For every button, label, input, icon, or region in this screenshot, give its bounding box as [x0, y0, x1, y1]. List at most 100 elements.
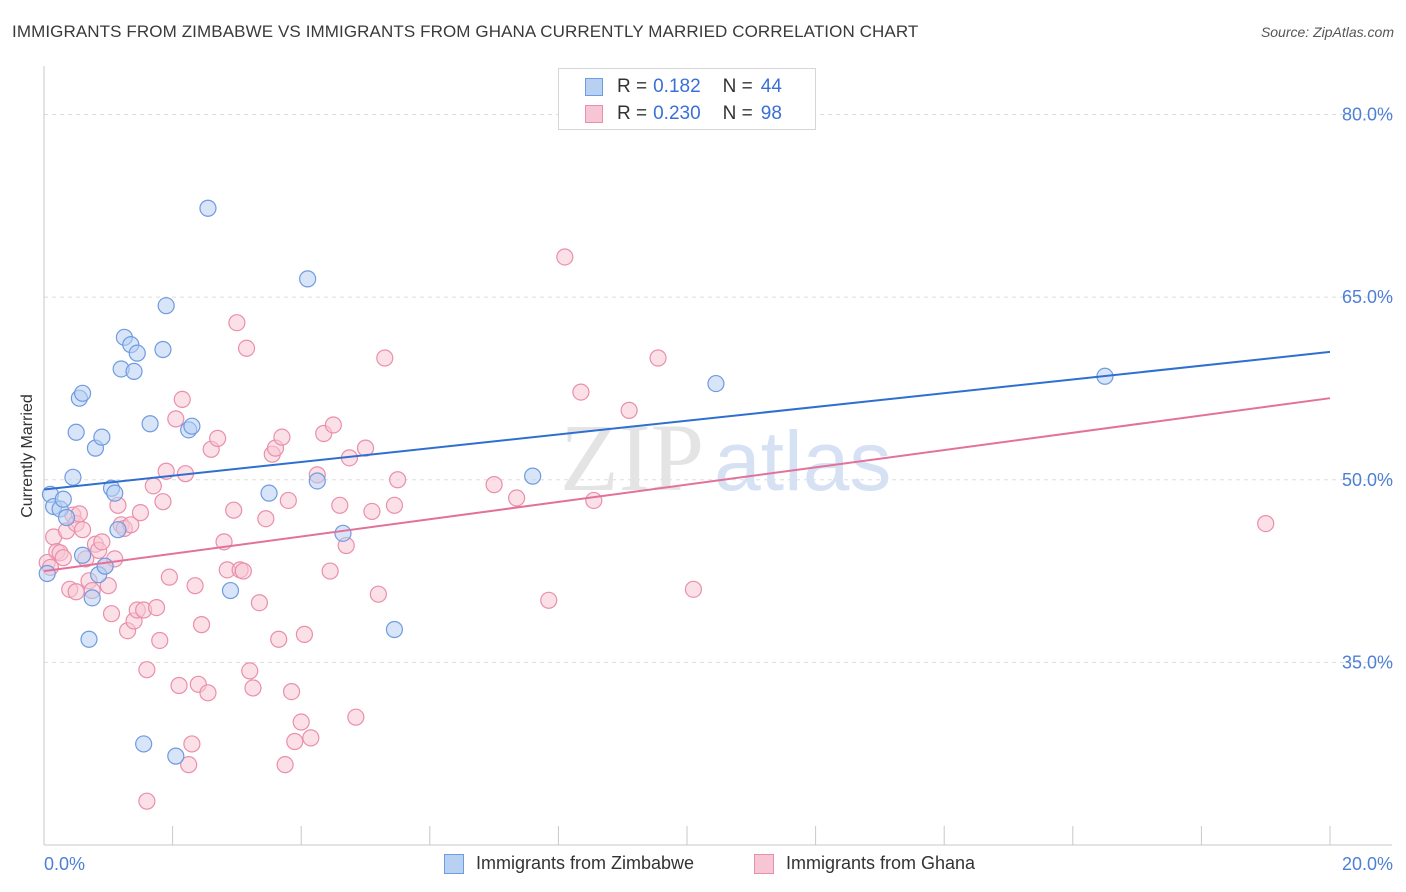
ghana-point	[170, 676, 188, 695]
ghana-point	[144, 477, 162, 495]
y-tick-labels: 80.0% 65.0% 50.0% 35.0%	[1342, 105, 1393, 673]
zimbabwe-point	[157, 297, 175, 315]
ghana-point	[286, 732, 304, 751]
legend-swatch-ghana	[585, 105, 603, 123]
y-axis-label: Currently Married	[19, 394, 36, 518]
bottom-legend-ghana[interactable]: Immigrants from Ghana	[754, 853, 975, 874]
zimbabwe-point	[57, 508, 76, 527]
ghana-point	[225, 501, 243, 519]
zimbabwe-point	[524, 467, 542, 485]
ghana-point	[363, 502, 381, 521]
ghana-point	[138, 792, 156, 810]
ghana-point	[1257, 514, 1275, 533]
watermark-zip: ZIP	[560, 404, 704, 511]
ghana-point	[160, 568, 178, 586]
zimbabwe-point	[334, 524, 352, 542]
bottom-legend-zimbabwe[interactable]: Immigrants from Zimbabwe	[444, 853, 694, 874]
ghana-point	[228, 314, 246, 332]
zimbabwe-point	[64, 468, 82, 486]
ghana-point	[93, 533, 111, 551]
legend-n-label: N =	[722, 76, 753, 97]
zimbabwe-point	[67, 423, 85, 441]
ghana-point	[209, 429, 227, 447]
zimbabwe-point	[135, 735, 153, 753]
ghana-point	[385, 496, 404, 514]
zimbabwe-point	[54, 490, 72, 508]
legend-n-value-zimbabwe: 44	[760, 76, 782, 97]
ghana-trend-line	[43, 397, 1331, 573]
ghana-point	[250, 594, 269, 612]
ghana-point	[67, 583, 85, 601]
ghana-point	[237, 339, 256, 357]
x-tick-label: 20.0%	[1342, 854, 1393, 874]
zimbabwe-point	[141, 415, 159, 433]
ghana-point	[282, 682, 301, 701]
ghana-point	[585, 491, 603, 510]
ghana-point	[389, 471, 407, 489]
bottom-legend-label-zimbabwe: Immigrants from Zimbabwe	[476, 853, 695, 873]
bottom-legend: Immigrants from Zimbabwe Immigrants from…	[0, 852, 1406, 878]
zimbabwe-point	[385, 620, 404, 639]
x-tick-labels: 0.0% 20.0%	[44, 854, 1393, 874]
zimbabwe-point	[707, 374, 725, 393]
y-tick-label: 65.0%	[1342, 287, 1393, 307]
ghana-point	[321, 562, 339, 580]
ghana-point	[279, 491, 297, 510]
ghana-point	[649, 349, 667, 367]
zimbabwe-point	[128, 344, 146, 362]
legend-row-zimbabwe: R = 0.182 N = 44	[585, 76, 782, 98]
bottom-legend-swatch-zimbabwe	[444, 853, 464, 874]
ghana-point	[302, 729, 320, 747]
legend-swatch-zimbabwe	[585, 78, 603, 96]
axes	[43, 66, 1392, 846]
ghana-point	[173, 390, 191, 409]
ghana-point	[572, 383, 590, 401]
legend-r-value-ghana: 0.230	[653, 103, 701, 124]
zimbabwe-point	[183, 417, 201, 435]
ghana-point	[54, 549, 72, 567]
ghana-point	[131, 504, 150, 522]
ghana-point	[73, 521, 92, 539]
ghana-point	[138, 661, 156, 679]
zimbabwe-point	[83, 589, 101, 607]
zimbabwe-point	[260, 484, 278, 502]
zimbabwe-point	[167, 747, 185, 765]
ghana-point	[147, 598, 166, 617]
source-label: Source: ZipAtlas.com	[1260, 24, 1394, 40]
zimbabwe-point	[109, 521, 127, 539]
zimbabwe-point	[73, 546, 92, 564]
zimbabwe-point	[199, 199, 217, 217]
ghana-point	[234, 562, 252, 580]
chart-title: IMMIGRANTS FROM ZIMBABWE VS IMMIGRANTS F…	[12, 22, 919, 41]
ghana-point	[167, 410, 185, 428]
ghana-point	[347, 708, 365, 726]
zimbabwe-point	[93, 428, 111, 446]
bottom-legend-label-ghana: Immigrants from Ghana	[786, 853, 976, 873]
x-tick-label: 0.0%	[44, 854, 85, 874]
ghana-points	[38, 248, 1275, 810]
y-tick-label: 50.0%	[1342, 470, 1393, 490]
y-tick-label: 35.0%	[1342, 652, 1393, 672]
legend-r-label: R =	[617, 76, 648, 97]
ghana-point	[183, 735, 201, 753]
zimbabwe-point	[125, 362, 143, 381]
ghana-point	[292, 713, 310, 731]
ghana-point	[684, 580, 703, 598]
ghana-point	[540, 591, 558, 609]
ghana-point	[508, 489, 526, 507]
ghana-point	[270, 630, 288, 648]
zimbabwe-points	[38, 199, 1114, 765]
bottom-legend-swatch-ghana	[754, 853, 774, 874]
zimbabwe-trend-line	[43, 350, 1331, 491]
ghana-point	[324, 416, 342, 434]
zimbabwe-point	[96, 557, 114, 575]
ghana-point	[620, 401, 638, 419]
ghana-point	[154, 493, 172, 511]
ghana-point	[241, 662, 259, 680]
zimbabwe-point	[299, 270, 317, 288]
trend-lines	[43, 350, 1331, 573]
ghana-point	[99, 577, 117, 595]
ghana-point	[257, 510, 275, 528]
legend-row-ghana: R = 0.230 N = 98	[585, 103, 782, 125]
